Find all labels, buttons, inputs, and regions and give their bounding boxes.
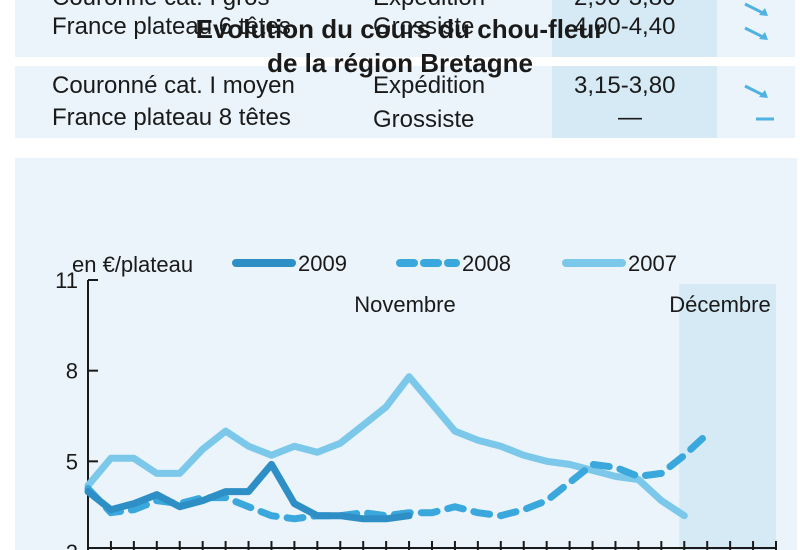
legend-label: 2008 bbox=[462, 251, 511, 276]
stage-label: Expédition bbox=[373, 0, 485, 13]
y-tick-label: 2 bbox=[66, 540, 78, 550]
series-line-2009 bbox=[84, 460, 413, 523]
unit-label: en €/plateau bbox=[72, 252, 193, 277]
y-tick-label: 5 bbox=[66, 449, 78, 474]
product-label: Couronné cat. I moyen bbox=[52, 72, 295, 99]
chart-panel bbox=[15, 158, 797, 550]
trend-stable-icon bbox=[756, 117, 774, 121]
chart-title: Evolution du cours du chou-fleur de la r… bbox=[0, 12, 800, 80]
price-column-shade bbox=[552, 0, 717, 138]
legend-label: 2009 bbox=[298, 251, 347, 276]
trend-down-icon bbox=[744, 2, 768, 16]
series-line-2007 bbox=[84, 373, 688, 520]
trend-down-icon bbox=[744, 26, 768, 40]
price-table bbox=[15, 0, 795, 138]
product-label: Couronné cat. I gros bbox=[52, 0, 269, 13]
period-label: Décembre bbox=[669, 292, 770, 317]
y-tick-label: 8 bbox=[66, 359, 78, 384]
y-tick-label: 11 bbox=[55, 268, 78, 293]
chart-title-line-2: de la région Bretagne bbox=[267, 48, 533, 78]
price-value: 3,15-3,80 bbox=[574, 72, 676, 99]
december-shade bbox=[679, 284, 776, 550]
period-label: Novembre bbox=[354, 292, 455, 317]
price-value: — bbox=[618, 104, 642, 131]
stage-label: Expédition bbox=[373, 72, 486, 99]
stage-label: Grossiste bbox=[373, 106, 475, 133]
stage-label: Grossiste bbox=[373, 13, 475, 40]
table-separator bbox=[15, 57, 795, 66]
price-value: 2,90-3,80 bbox=[574, 0, 675, 13]
trend-down-icon bbox=[744, 84, 768, 98]
chart-title-line-1: Evolution du cours du chou-fleur bbox=[195, 14, 605, 44]
product-label: France plateau 6 têtes bbox=[52, 13, 291, 40]
product-label: France plateau 8 têtes bbox=[52, 104, 291, 131]
price-value: 4,00-4,40 bbox=[574, 13, 676, 40]
legend-label: 2007 bbox=[628, 251, 677, 276]
